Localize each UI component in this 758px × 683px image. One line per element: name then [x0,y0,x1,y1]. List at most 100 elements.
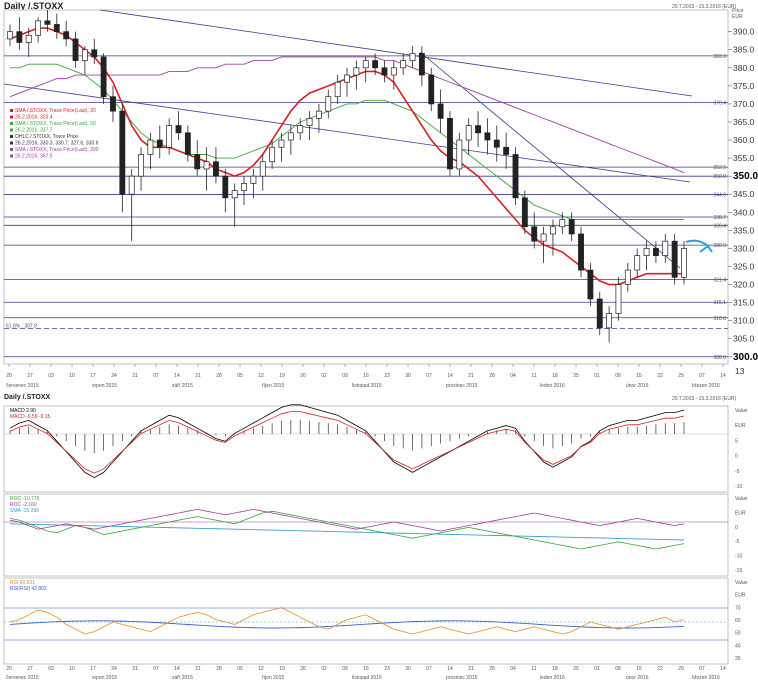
candle-body [559,219,566,228]
y-tick-label: 13 [735,366,745,376]
rsi-line [9,607,685,635]
macd-panel-tick: EUR [735,423,746,429]
x-tick-label: 11 [531,373,536,379]
candle-body [25,34,32,43]
bottom-x-tick-label: 10 [69,666,75,672]
candle-body [437,103,444,119]
macd-legend: MACD 2.90 [10,408,36,414]
bottom-x-month-label: říjen 2015 [262,675,284,681]
level-label: 315.1 [713,300,726,306]
candle-body [681,248,687,278]
x-tick-label: 08 [615,373,621,379]
legend-entry: 26.2.2016, 330.3, 330.7, 327.6, 330.6 [15,141,99,147]
bottom-x-tick-label: 28 [489,666,495,672]
rsi-panel-tick: 60 [735,618,741,624]
bottom-x-tick-label: 24 [111,666,117,672]
legend-entry: SMA /.STOXX, Trace Price(Last), 200 [15,147,99,153]
candle-body [540,233,547,242]
rsi-legend: RSI 50.821 [10,580,35,586]
roc-legend: ROC -10.770 [10,496,40,502]
x-tick-label: 04 [510,373,516,379]
candle-body [325,96,332,112]
bottom-x-tick-label: 20 [6,666,12,672]
candle-body [512,154,519,199]
roc-sma-line [9,523,685,541]
candle-body [16,31,23,43]
candle-body [390,67,397,76]
macd-panel-tick: 0 [735,454,738,460]
rsi-panel-tick: 40 [735,643,741,649]
candle-body [381,67,388,76]
candle-body [643,248,650,256]
bottom-x-tick-label: 03 [48,666,54,672]
candle-body [100,56,107,98]
legend-swatch [10,122,13,125]
x-tick-label: 27 [27,373,33,379]
candle-body [222,175,229,199]
macd-panel-tick: -5 [735,469,740,475]
candle-body [91,49,98,58]
y-tick-label: 355.0 [733,153,755,163]
y-tick-label: 350.0 [733,171,758,182]
candle-body [634,255,641,271]
rsi-signal-line [9,620,685,629]
roc-panel-frame [3,493,729,577]
candle-body [447,118,453,170]
legend-entry: 26.2.2016, 323.4 [15,115,53,121]
y-tick-label: 340.0 [733,207,755,217]
x-tick-label: 29 [678,373,684,379]
x-tick-label: 14 [447,373,453,379]
level-label: 336.4 [713,223,726,229]
candle-body [596,298,603,329]
chart-title: Daily /.STOXX [4,1,64,11]
x-tick-label: 28 [489,373,495,379]
candle-body [493,139,500,148]
rsi-legend: RSI(RSI) 42.803 [10,586,47,592]
roc-legend: SMA -15.299 [10,508,39,514]
y-tick-label: 390.0 [733,27,755,37]
x-tick-label: 15 [636,373,642,379]
level-label: 383.3 [713,54,726,60]
roc-line-1 [9,510,685,550]
x-tick-label: 30 [405,373,411,379]
oscillator-date-range: 20.7.2015 - 15.3.2016 (EUR) [672,396,737,402]
level-label: 370.4 [713,100,726,106]
fib-label: 61.8% : 307.8 [6,324,37,330]
y-tick-label: 335.0 [733,225,755,235]
legend-entry: 26.2.2016, 367.5 [15,154,53,160]
oscillator-title: Daily /.STOXX [4,394,51,401]
y-axis-unit: Price [732,8,744,14]
candle-body [287,132,294,141]
x-tick-label: 28 [216,373,222,379]
x-tick-label: 18 [552,373,558,379]
trend-line [419,51,681,269]
candle-body [662,240,669,256]
bottom-x-tick-label: 21 [195,666,201,672]
candle-body [147,139,154,155]
candle-body [465,125,472,141]
candle-body [250,175,257,184]
x-tick-label: 07 [426,373,432,379]
x-tick-label: 24 [111,373,117,379]
sma200-line [9,56,685,173]
x-tick-label: 23 [384,373,390,379]
candle-body [203,161,210,170]
candle-body [278,139,285,148]
candle-body [362,60,369,69]
bottom-x-tick-label: 21 [468,666,474,672]
rsi-panel-tick: 50 [735,631,741,637]
y-tick-label: 380.0 [733,63,755,73]
y-axis-unit: EUR [732,14,743,20]
x-tick-label: 14 [720,373,726,379]
x-month-label: srpen 2015 [92,383,117,389]
y-tick-label: 360.0 [733,135,755,145]
macd-panel-tick: -10 [735,484,742,490]
candle-body [353,67,360,76]
bottom-x-tick-label: 30 [405,666,411,672]
bottom-x-tick-label: 28 [216,666,222,672]
y-tick-label: 365.0 [733,117,755,127]
candle-body [624,269,631,285]
bottom-x-tick-label: 07 [426,666,432,672]
candle-body [578,233,584,271]
